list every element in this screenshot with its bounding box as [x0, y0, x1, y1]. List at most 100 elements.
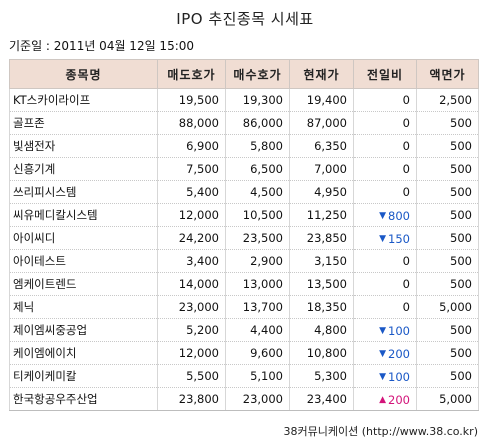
header-change: 전일비	[353, 59, 417, 89]
par-value-cell: 500	[416, 203, 479, 227]
change-cell: ▼ 200	[353, 341, 417, 365]
ask-price-cell: 12,000	[157, 203, 226, 227]
change-value: 150	[388, 232, 410, 246]
current-price-cell: 11,250	[289, 203, 354, 227]
change-cell: 0	[353, 157, 417, 181]
table-row: 쓰리피시스템 5,400 4,500 4,950 0 500	[9, 180, 479, 204]
current-price-cell: 10,800	[289, 341, 354, 365]
stock-name-cell: 아이씨디	[9, 226, 158, 250]
bid-price-cell: 19,300	[225, 88, 290, 112]
ask-price-cell: 5,200	[157, 318, 226, 342]
bid-price-cell: 13,700	[225, 295, 290, 319]
bid-price-cell: 13,000	[225, 272, 290, 296]
table-row: 티케이케미칼 5,500 5,100 5,300 ▼ 100 500	[9, 364, 479, 388]
stock-name-cell: 엠케이트렌드	[9, 272, 158, 296]
current-price-cell: 3,150	[289, 249, 354, 273]
bid-price-cell: 2,900	[225, 249, 290, 273]
change-cell: ▲ 200	[353, 387, 417, 411]
stock-name-cell: 한국항공우주산업	[9, 387, 158, 411]
bid-price-cell: 5,800	[225, 134, 290, 158]
up-triangle-icon: ▲	[379, 395, 387, 405]
par-value-cell: 500	[416, 226, 479, 250]
change-value: 200	[388, 347, 410, 361]
change-value: 800	[388, 209, 410, 223]
change-value: 100	[388, 370, 410, 384]
current-price-cell: 5,300	[289, 364, 354, 388]
change-cell: ▼ 150	[353, 226, 417, 250]
par-value-cell: 500	[416, 180, 479, 204]
current-price-cell: 4,800	[289, 318, 354, 342]
change-cell: ▼ 100	[353, 318, 417, 342]
table-row: 엠케이트렌드 14,000 13,000 13,500 0 500	[9, 272, 479, 296]
par-value-cell: 2,500	[416, 88, 479, 112]
par-value-cell: 500	[416, 341, 479, 365]
bid-price-cell: 4,400	[225, 318, 290, 342]
current-price-cell: 4,950	[289, 180, 354, 204]
par-value-cell: 500	[416, 111, 479, 135]
table-row: 씨유메디칼시스템 12,000 10,500 11,250 ▼ 800 500	[9, 203, 479, 227]
table-row: 케이엠에이치 12,000 9,600 10,800 ▼ 200 500	[9, 341, 479, 365]
down-triangle-icon: ▼	[379, 326, 387, 336]
ask-price-cell: 7,500	[157, 157, 226, 181]
table-row: 골프존 88,000 86,000 87,000 0 500	[9, 111, 479, 135]
par-value-cell: 500	[416, 134, 479, 158]
current-price-cell: 13,500	[289, 272, 354, 296]
change-cell: ▼ 800	[353, 203, 417, 227]
par-value-cell: 5,000	[416, 295, 479, 319]
header-ask: 매도호가	[157, 59, 226, 89]
ask-price-cell: 88,000	[157, 111, 226, 135]
price-table: 종목명 매도호가 매수호가 현재가 전일비 액면가 KT스카이라이프 19,500…	[9, 59, 479, 411]
header-name: 종목명	[9, 59, 158, 89]
table-row: 제닉 23,000 13,700 18,350 0 5,000	[9, 295, 479, 319]
bid-price-cell: 9,600	[225, 341, 290, 365]
stock-name-cell: 쓰리피시스템	[9, 180, 158, 204]
stock-name-cell: 제닉	[9, 295, 158, 319]
current-price-cell: 7,000	[289, 157, 354, 181]
ask-price-cell: 24,200	[157, 226, 226, 250]
table-row: 빛샘전자 6,900 5,800 6,350 0 500	[9, 134, 479, 158]
down-triangle-icon: ▼	[379, 349, 387, 359]
par-value-cell: 5,000	[416, 387, 479, 411]
stock-name-cell: KT스카이라이프	[9, 88, 158, 112]
reference-date: 기준일 : 2011년 04월 12일 15:00	[9, 39, 195, 53]
stock-name-cell: 빛샘전자	[9, 134, 158, 158]
bid-price-cell: 86,000	[225, 111, 290, 135]
ask-price-cell: 23,000	[157, 295, 226, 319]
stock-name-cell: 골프존	[9, 111, 158, 135]
stock-name-cell: 케이엠에이치	[9, 341, 158, 365]
table-header-row: 종목명 매도호가 매수호가 현재가 전일비 액면가	[9, 59, 479, 89]
ask-price-cell: 3,400	[157, 249, 226, 273]
par-value-cell: 500	[416, 249, 479, 273]
change-value: 100	[388, 324, 410, 338]
bid-price-cell: 23,500	[225, 226, 290, 250]
table-row: KT스카이라이프 19,500 19,300 19,400 0 2,500	[9, 88, 479, 112]
table-row: 아이씨디 24,200 23,500 23,850 ▼ 150 500	[9, 226, 479, 250]
ask-price-cell: 5,500	[157, 364, 226, 388]
table-row: 한국항공우주산업 23,800 23,000 23,400 ▲ 200 5,000	[9, 387, 479, 411]
stock-name-cell: 신흥기계	[9, 157, 158, 181]
ask-price-cell: 12,000	[157, 341, 226, 365]
change-cell: 0	[353, 295, 417, 319]
header-par: 액면가	[416, 59, 479, 89]
source-credit: 38커뮤니케이션 (http://www.38.co.kr)	[283, 425, 478, 438]
par-value-cell: 500	[416, 272, 479, 296]
ask-price-cell: 6,900	[157, 134, 226, 158]
ask-price-cell: 23,800	[157, 387, 226, 411]
header-bid: 매수호가	[225, 59, 290, 89]
par-value-cell: 500	[416, 364, 479, 388]
ask-price-cell: 14,000	[157, 272, 226, 296]
bid-price-cell: 4,500	[225, 180, 290, 204]
par-value-cell: 500	[416, 157, 479, 181]
down-triangle-icon: ▼	[379, 211, 387, 221]
table-row: 신흥기계 7,500 6,500 7,000 0 500	[9, 157, 479, 181]
stock-name-cell: 티케이케미칼	[9, 364, 158, 388]
current-price-cell: 19,400	[289, 88, 354, 112]
par-value-cell: 500	[416, 318, 479, 342]
bid-price-cell: 6,500	[225, 157, 290, 181]
ask-price-cell: 19,500	[157, 88, 226, 112]
stock-name-cell: 아이테스트	[9, 249, 158, 273]
current-price-cell: 23,850	[289, 226, 354, 250]
change-cell: 0	[353, 249, 417, 273]
header-price: 현재가	[289, 59, 354, 89]
change-cell: 0	[353, 134, 417, 158]
